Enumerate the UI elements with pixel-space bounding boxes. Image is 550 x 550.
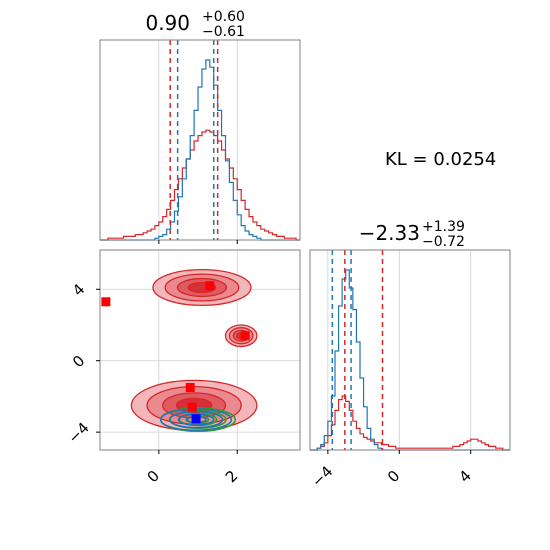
param-2-title-median: −2.33 xyxy=(359,221,420,245)
y-tick-label-1: 0 xyxy=(69,352,88,371)
histogram-series-0 xyxy=(310,395,510,451)
x-tick-label-1: 2 xyxy=(222,467,241,486)
marginal-histogram-param-1: 0.90 +0.60 −0.61 xyxy=(99,9,301,244)
x-tick-label-1: 0 xyxy=(384,467,403,486)
param-2-title-upper: +1.39 xyxy=(422,219,465,235)
red-point-4 xyxy=(187,402,197,412)
joint-contour-panel: 0 2 −4 0 4 xyxy=(65,249,301,486)
red-point-2 xyxy=(240,331,250,341)
red-point-3 xyxy=(185,383,195,392)
joint-frame xyxy=(99,249,301,451)
marginal-2-frame xyxy=(309,249,511,451)
blue-point xyxy=(191,414,201,424)
param-1-title-upper: +0.60 xyxy=(202,9,245,25)
marginal-histogram-param-2: −4 0 4 −2.33 +1.39 −0.72 xyxy=(308,219,511,491)
histogram-series-1 xyxy=(100,59,300,241)
marginal-1-frame xyxy=(99,39,301,241)
histogram-series-0 xyxy=(100,129,300,241)
param-2-title-lower: −0.72 xyxy=(422,234,465,250)
red-point-1 xyxy=(205,281,215,291)
x-tick-label-0: 0 xyxy=(144,467,163,486)
y-tick-label-2: 4 xyxy=(69,280,88,299)
kl-divergence-label: KL = 0.0254 xyxy=(385,149,496,170)
histogram-series-1 xyxy=(310,269,510,451)
x-tick-label-2: 4 xyxy=(455,467,474,486)
param-1-title-median: 0.90 xyxy=(145,11,190,35)
y-tick-label-0: −4 xyxy=(65,419,93,447)
x-tick-label-0: −4 xyxy=(308,462,336,490)
red-point-0 xyxy=(101,297,111,307)
param-1-title-lower: −0.61 xyxy=(202,24,245,40)
